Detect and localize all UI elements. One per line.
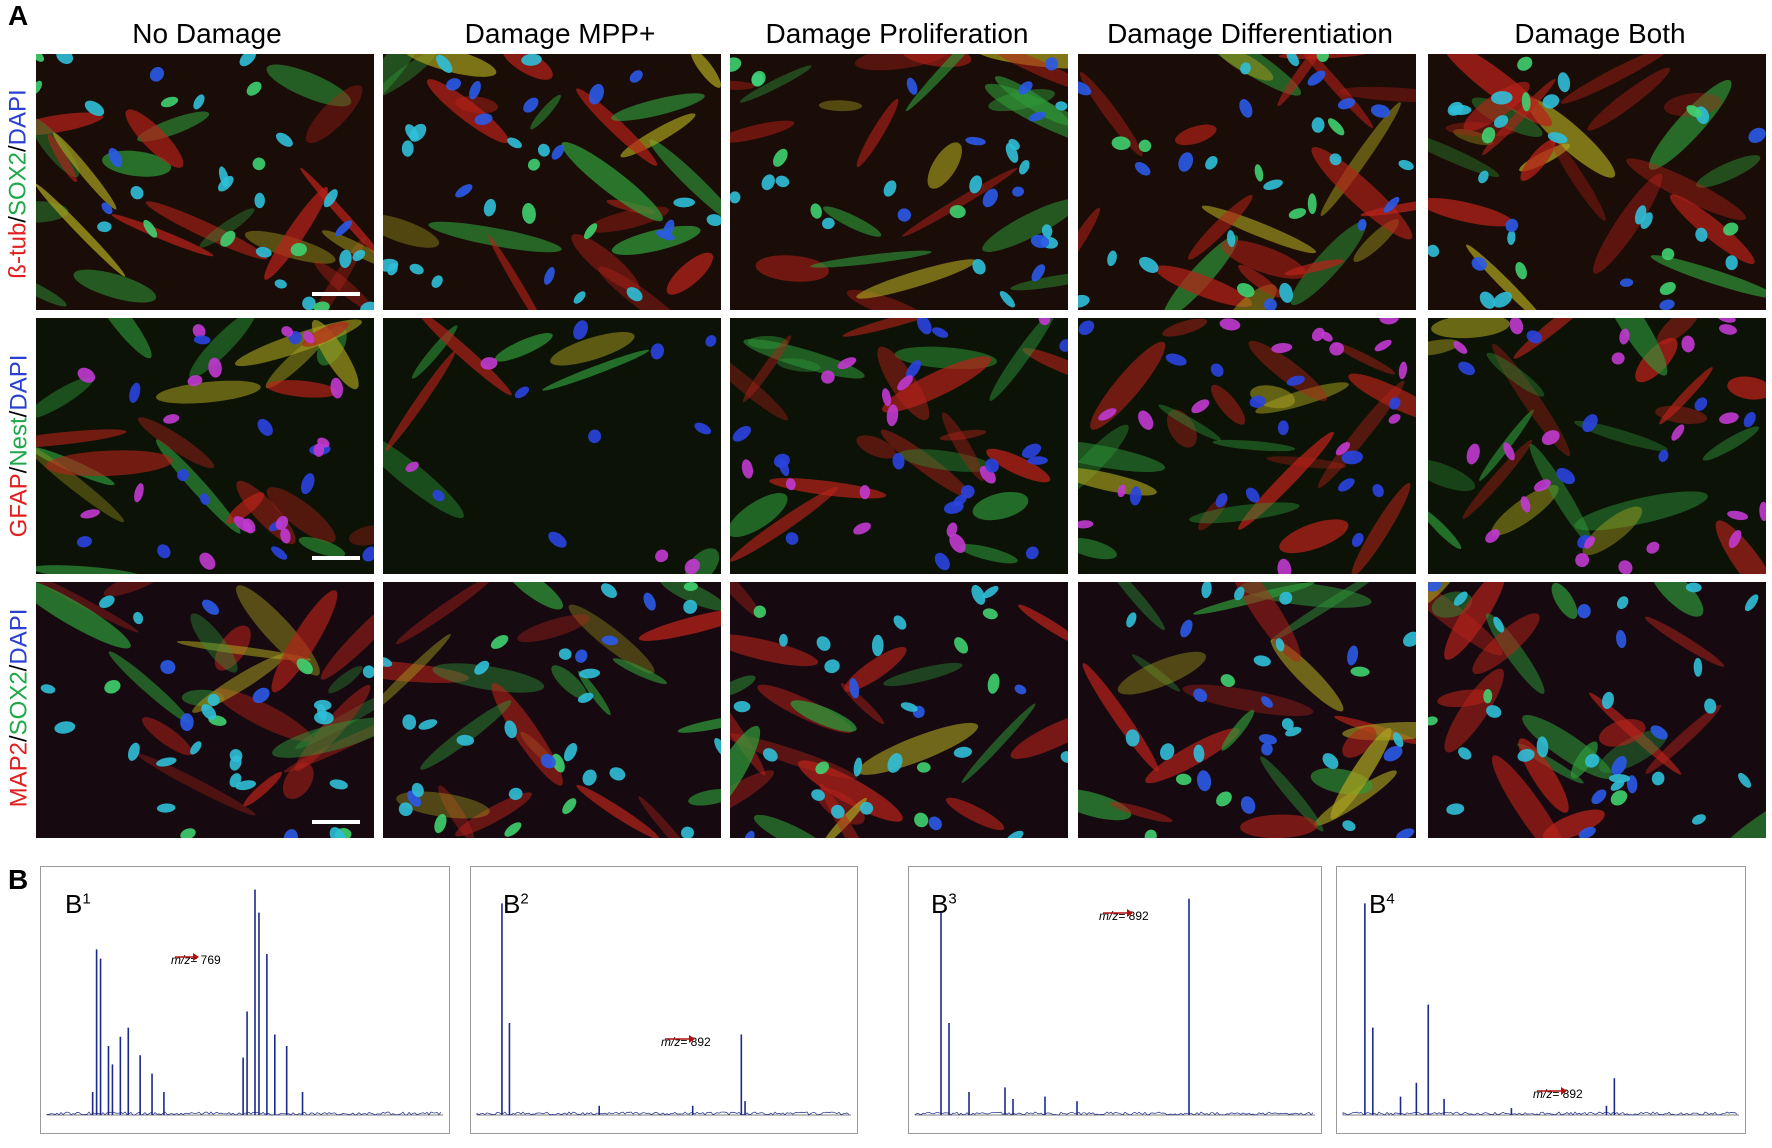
micrograph-no-damage-row1 <box>36 54 374 310</box>
arrow-icon <box>665 1035 715 1049</box>
column-header-no-damage: No Damage <box>132 18 281 50</box>
column-header-damage-mpp: Damage MPP+ <box>465 18 656 50</box>
column-header-damage-proliferation: Damage Proliferation <box>765 18 1028 50</box>
mass-spectrum-b2: B2 m/z= 892 <box>470 866 858 1134</box>
micrograph-damage-differentiation-row3 <box>1078 582 1416 838</box>
micrograph-damage-proliferation-row3 <box>730 582 1068 838</box>
micrograph-no-damage-row3 <box>36 582 374 838</box>
panel-b-label: B <box>8 866 28 894</box>
row-label-map2-sox2-dapi: MAP2/SOX2/DAPI <box>4 580 34 836</box>
stain-label: SOX2 <box>5 671 32 735</box>
mass-spectrum-b1: B1 m/z= 769 <box>40 866 450 1134</box>
mass-spectrum-b4: B4 m/z= 892 <box>1336 866 1746 1134</box>
spectrum-label: B2 <box>503 889 529 920</box>
stain-label: GFAP <box>5 473 32 537</box>
spectrum-label: B1 <box>65 889 91 920</box>
stain-label: ß-tub <box>5 223 32 279</box>
stain-label: DAPI <box>5 89 32 145</box>
mass-spectrum-b3: B3 m/z= 892 <box>908 866 1322 1134</box>
micrograph-damage-proliferation-row2 <box>730 318 1068 574</box>
spectrum-plot <box>909 867 1321 1133</box>
micrograph-damage-both-row3 <box>1428 582 1766 838</box>
micrograph-damage-both-row2 <box>1428 318 1766 574</box>
arrow-icon <box>1103 909 1153 923</box>
stain-label: SOX2 <box>5 152 32 216</box>
micrograph-damage-both-row1 <box>1428 54 1766 310</box>
micrograph-damage-mpp-row2 <box>383 318 721 574</box>
mz-annotation: m/z= 769 <box>171 953 221 967</box>
micrograph-damage-proliferation-row1 <box>730 54 1068 310</box>
scale-bar <box>312 292 360 296</box>
panel-a-label: A <box>8 2 28 30</box>
micrograph-damage-mpp-row3 <box>383 582 721 838</box>
row-label-gfap-nest-dapi: GFAP/Nest/DAPI <box>4 318 34 574</box>
micrograph-damage-mpp-row1 <box>383 54 721 310</box>
micrograph-damage-differentiation-row2 <box>1078 318 1416 574</box>
stain-label: DAPI <box>5 609 32 665</box>
scale-bar <box>312 556 360 560</box>
spectrum-plot <box>471 867 857 1133</box>
arrow-icon <box>175 953 225 967</box>
mz-annotation: m/z= 892 <box>1533 1087 1583 1101</box>
spectrum-label: B3 <box>931 889 957 920</box>
micrograph-no-damage-row2 <box>36 318 374 574</box>
row-label-btub-sox2-dapi: ß-tub/SOX2/DAPI <box>4 56 34 312</box>
stain-label: Nest <box>5 417 32 466</box>
column-header-damage-both: Damage Both <box>1514 18 1685 50</box>
spectrum-plot <box>41 867 449 1133</box>
column-header-damage-differentiation: Damage Differentiation <box>1107 18 1393 50</box>
scale-bar <box>312 820 360 824</box>
arrow-icon <box>1537 1087 1587 1101</box>
micrograph-damage-differentiation-row1 <box>1078 54 1416 310</box>
stain-label: DAPI <box>5 355 32 411</box>
stain-label: MAP2 <box>5 742 32 807</box>
mz-annotation: m/z= 892 <box>1099 909 1149 923</box>
mz-annotation: m/z= 892 <box>661 1035 711 1049</box>
spectrum-label: B4 <box>1369 889 1395 920</box>
